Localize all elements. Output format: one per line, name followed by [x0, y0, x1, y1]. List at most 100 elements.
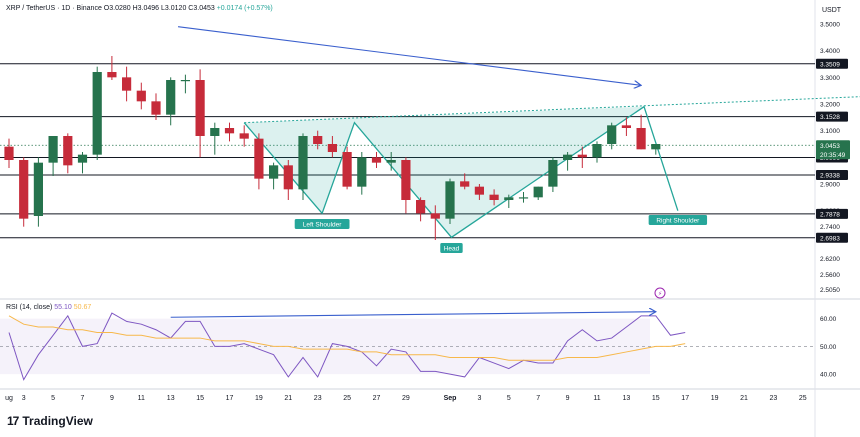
candle-body	[504, 197, 514, 200]
pattern-annotation-badge	[440, 243, 463, 253]
candle	[313, 130, 323, 150]
candle	[92, 66, 102, 160]
time-tick-label: 17	[226, 395, 234, 402]
level-label: 2.6983	[820, 235, 840, 242]
candle	[166, 77, 176, 126]
rsi-line	[8, 312, 686, 381]
current-price-badge	[816, 140, 850, 160]
candle-body	[621, 125, 631, 128]
candle-body	[298, 136, 308, 190]
pattern-fill	[244, 106, 645, 238]
chart-header: XRP / TetherUS · 1D · Binance O3.0280 H3…	[6, 5, 273, 12]
candle	[357, 152, 367, 195]
candle-body	[239, 133, 249, 139]
candle-body	[651, 144, 661, 150]
candle-body	[636, 128, 646, 150]
time-tick-label: 25	[799, 395, 807, 402]
level-badge	[816, 111, 848, 122]
candle	[460, 173, 470, 190]
rsi-tick-label: 60.00	[820, 316, 837, 323]
level-label: 3.3509	[820, 61, 840, 68]
candle	[77, 152, 88, 174]
candle-body	[518, 197, 529, 199]
candle	[342, 146, 352, 190]
candle-body	[283, 165, 293, 190]
candle-body	[386, 160, 396, 163]
candle-body	[416, 200, 426, 214]
level-badge	[816, 169, 848, 180]
time-tick-label: 13	[623, 395, 631, 402]
time-tick-label: 25	[343, 395, 351, 402]
time-tick-label: 7	[536, 395, 540, 402]
level-label: 2.9338	[820, 173, 840, 180]
candle-body	[224, 128, 235, 134]
level-badge	[816, 208, 848, 219]
candle	[577, 146, 587, 168]
candle	[327, 136, 337, 158]
candle	[195, 69, 205, 158]
candle-body	[4, 146, 14, 160]
tradingview-logo-text: TradingView	[22, 414, 93, 428]
candle-body	[19, 160, 29, 219]
candle	[636, 114, 646, 150]
candle	[386, 152, 396, 171]
level-badge	[816, 232, 848, 243]
candle	[33, 157, 43, 227]
candle	[180, 74, 190, 94]
time-tick-label: 19	[255, 395, 263, 402]
neckline	[244, 96, 860, 124]
candle-body	[63, 136, 73, 166]
candle-body	[577, 154, 587, 158]
candle-body	[33, 162, 43, 216]
candle	[151, 93, 161, 120]
candle-body	[122, 77, 132, 91]
time-tick-label: 15	[196, 395, 204, 402]
candle	[607, 122, 617, 150]
price-tick-label: 3.4000	[820, 48, 840, 55]
candle	[298, 133, 308, 200]
time-tick-label: 13	[167, 395, 175, 402]
candle	[592, 141, 602, 163]
currency-label: USDT	[822, 7, 842, 14]
candle-body	[430, 213, 440, 219]
price-tick-label: 2.9000	[820, 182, 840, 189]
time-tick-label: 3	[477, 395, 481, 402]
price-tick-label: 2.7400	[820, 224, 840, 231]
candle-body	[357, 157, 367, 187]
candle	[416, 197, 426, 222]
candle-body	[607, 125, 617, 144]
time-tick-label: 3	[22, 395, 26, 402]
alert-icon-glyph: ⚡	[658, 291, 662, 298]
candle	[239, 125, 249, 147]
tradingview-logo[interactable]: 17 TradingView	[7, 414, 93, 428]
alert-icon	[654, 287, 666, 299]
time-tick-label: 9	[110, 395, 114, 402]
candle-body	[401, 160, 411, 200]
candle	[533, 186, 543, 200]
candle-body	[92, 72, 102, 155]
candle	[254, 133, 264, 190]
candle-body	[107, 72, 117, 78]
ohlc-close: C3.0453	[188, 5, 215, 12]
candle	[283, 160, 293, 200]
time-tick-label: 11	[138, 395, 145, 402]
candle	[210, 122, 220, 155]
candle	[518, 192, 529, 203]
rsi-ma-line	[8, 315, 686, 361]
level-label: 2.7878	[820, 212, 840, 219]
candle	[621, 117, 631, 136]
time-tick-label: 21	[740, 395, 748, 402]
candle-body	[210, 128, 220, 136]
time-tick-label: 23	[314, 395, 322, 402]
time-tick-label: 19	[711, 395, 719, 402]
time-tick-label: 7	[81, 395, 85, 402]
symbol-title: XRP / TetherUS · 1D · Binance	[6, 5, 102, 12]
candle	[224, 122, 235, 142]
candle-body	[48, 136, 58, 163]
candle	[122, 66, 132, 102]
rsi-label: RSI (14, close)	[6, 304, 53, 311]
candle-body	[563, 154, 573, 160]
candle-body	[269, 165, 279, 179]
current-price-label: 3.0453	[820, 143, 840, 150]
